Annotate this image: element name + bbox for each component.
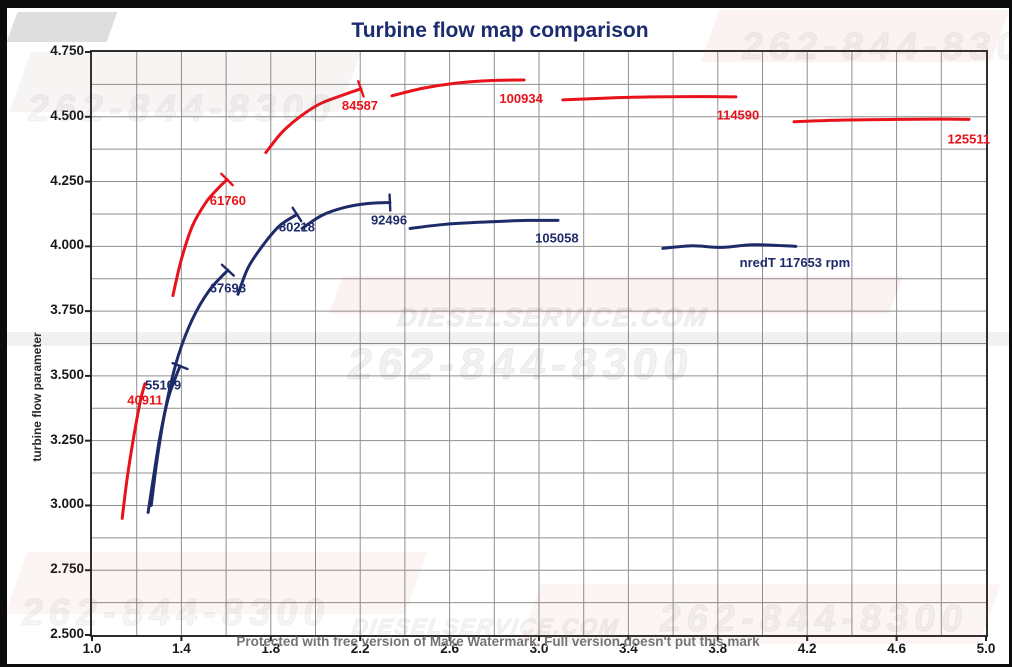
curve-end-tick-84587: [357, 80, 365, 98]
curve-114590: [561, 95, 738, 102]
curve-40911: [120, 382, 147, 520]
chart-title: Turbine flow map comparison: [351, 19, 649, 42]
y-axis-title: turbine flow parameter: [30, 332, 44, 462]
curve-label-40911: 40911: [127, 393, 162, 408]
curve-label-105058: 105058: [535, 230, 578, 245]
curve-label-100934: 100934: [499, 91, 543, 106]
y-tick-label: 2.750: [50, 561, 84, 577]
x-tick-label: 4.2: [797, 641, 817, 656]
y-tick-label: 4.500: [50, 107, 84, 123]
chart-canvas: 40911 61760 84587 100934 114590 125511 55109 67…: [85, 51, 990, 641]
frame-border-bottom: [0, 664, 1012, 667]
frame-border-right: [1009, 0, 1012, 667]
curve-label-80218: 80218: [279, 219, 315, 234]
watermark-notice: Protected with free version of Make Wate…: [236, 634, 760, 649]
curve-label-67698: 67698: [210, 280, 246, 295]
curve-61760: [171, 177, 229, 298]
y-tick-label: 4.750: [50, 43, 84, 58]
curve-label-55109: 55109: [145, 378, 181, 393]
curve-80218: [236, 212, 299, 296]
plot-area: 40911 61760 84587 100934 114590 125511 55109 67…: [85, 50, 990, 641]
curve-67698: [149, 268, 230, 507]
x-tick-label: 3.4: [619, 641, 638, 656]
x-tick-label: 3.0: [529, 641, 549, 656]
curve-117653: [661, 243, 798, 250]
curve-92496: [300, 201, 392, 230]
x-tick-label: 1.8: [261, 641, 281, 656]
curve-label-114590: 114590: [717, 108, 760, 123]
x-tick-label: 5.0: [976, 641, 996, 656]
curve-end-tick-67698: [220, 263, 235, 277]
y-tick-label: 4.250: [50, 172, 84, 188]
x-tick-label: 1.0: [82, 641, 102, 656]
x-tick-label: 1.4: [172, 641, 191, 656]
y-tick-label: 3.250: [50, 431, 84, 447]
curve-label-117653: nredT 117653 rpm: [740, 255, 851, 270]
curve-label-92496: 92496: [371, 212, 407, 227]
curve-105058: [408, 218, 560, 230]
frame-border-top: [0, 0, 1012, 8]
x-tick-label: 4.6: [887, 641, 906, 656]
x-tick-label: 2.6: [440, 641, 459, 656]
x-tick-label: 2.2: [350, 641, 370, 656]
watermark-shape: [6, 12, 118, 42]
curve-label-61760: 61760: [210, 193, 246, 208]
curve-125511: [792, 117, 971, 124]
curve-84587: [264, 87, 363, 155]
curve-end-tick-61760: [220, 172, 234, 187]
curve-100934: [390, 78, 526, 98]
y-tick-label: 3.500: [50, 366, 84, 382]
y-tick-label: 3.750: [50, 302, 84, 318]
frame-border-left: [0, 0, 7, 667]
curve-label-125511: 125511: [947, 132, 990, 147]
curve-end-tick-80218: [291, 206, 303, 223]
curve-end-tick-92496: [388, 193, 392, 212]
x-tick-label: 3.8: [708, 641, 728, 656]
curve-label-84587: 84587: [342, 98, 378, 113]
y-tick-label: 2.500: [50, 626, 84, 641]
y-tick-label: 4.000: [50, 237, 84, 253]
y-tick-label: 3.000: [50, 496, 84, 512]
